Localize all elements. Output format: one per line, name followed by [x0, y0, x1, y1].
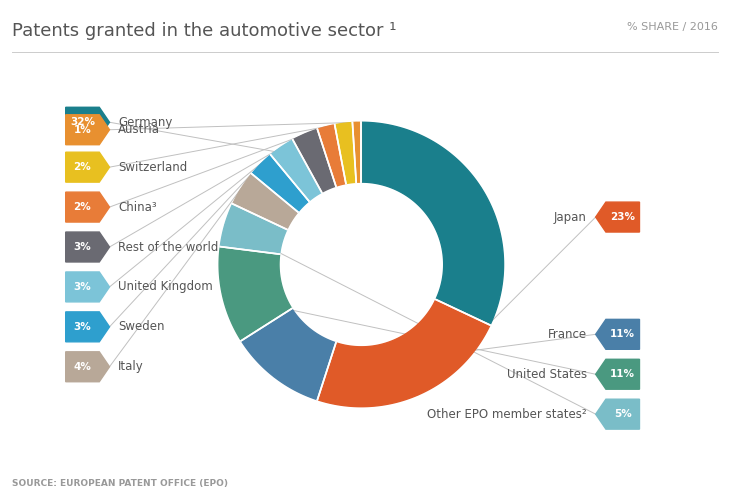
Polygon shape [596, 399, 639, 429]
Text: 11%: 11% [610, 369, 635, 379]
Text: China³: China³ [118, 201, 157, 214]
Polygon shape [233, 174, 298, 230]
Polygon shape [66, 152, 110, 182]
Text: Austria: Austria [118, 123, 161, 136]
Polygon shape [66, 312, 110, 342]
Polygon shape [242, 308, 336, 400]
Text: Japan: Japan [554, 211, 587, 224]
Text: United States: United States [507, 368, 587, 381]
Polygon shape [353, 122, 361, 182]
Polygon shape [66, 352, 110, 382]
Text: SOURCE: EUROPEAN PATENT OFFICE (EPO): SOURCE: EUROPEAN PATENT OFFICE (EPO) [12, 479, 228, 488]
Text: United Kingdom: United Kingdom [118, 280, 213, 293]
Text: Sweden: Sweden [118, 320, 165, 333]
Polygon shape [596, 202, 639, 232]
Text: France: France [548, 328, 587, 341]
Polygon shape [318, 299, 490, 407]
Text: Patents granted in the automotive sector ¹: Patents granted in the automotive sector… [12, 22, 396, 40]
Polygon shape [66, 232, 110, 262]
Text: 3%: 3% [74, 322, 91, 332]
Text: 32%: 32% [70, 117, 95, 127]
Polygon shape [66, 192, 110, 222]
Polygon shape [596, 359, 639, 389]
Text: Other EPO member states²: Other EPO member states² [427, 408, 587, 421]
Polygon shape [252, 155, 309, 212]
Text: 2%: 2% [74, 202, 91, 212]
Polygon shape [334, 123, 356, 184]
Text: % SHARE / 2016: % SHARE / 2016 [628, 22, 718, 32]
Polygon shape [66, 107, 110, 137]
Text: 4%: 4% [74, 362, 91, 372]
Text: 1%: 1% [74, 125, 91, 135]
Polygon shape [596, 319, 639, 349]
Text: 11%: 11% [610, 329, 635, 339]
Text: Italy: Italy [118, 360, 144, 373]
Text: Switzerland: Switzerland [118, 161, 188, 174]
Text: 2%: 2% [74, 162, 91, 172]
Text: 3%: 3% [74, 242, 91, 252]
Text: 3%: 3% [74, 282, 91, 292]
Text: 5%: 5% [614, 409, 631, 419]
Text: 23%: 23% [610, 212, 635, 222]
Polygon shape [271, 140, 322, 201]
Polygon shape [318, 125, 346, 186]
Polygon shape [293, 129, 336, 192]
Polygon shape [66, 272, 110, 302]
Polygon shape [219, 247, 292, 341]
Polygon shape [66, 115, 110, 145]
Polygon shape [220, 204, 287, 254]
Text: Rest of the world: Rest of the world [118, 241, 219, 253]
Polygon shape [361, 122, 504, 325]
Text: Germany: Germany [118, 116, 172, 129]
